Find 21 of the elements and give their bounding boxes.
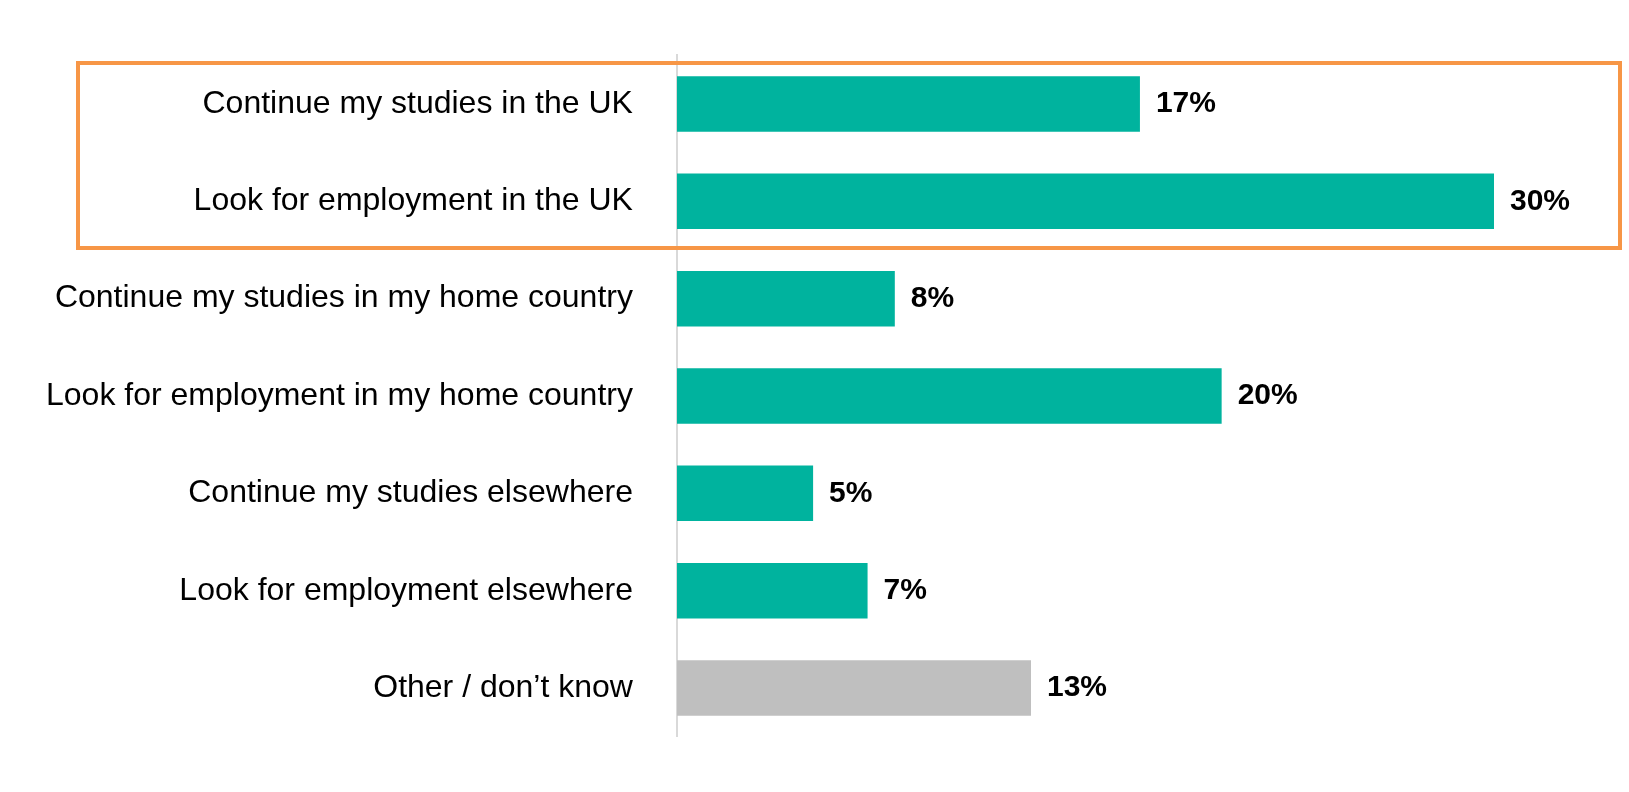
bar	[676, 173, 1494, 230]
y-tick-label: Continue my studies elsewhere	[188, 473, 633, 510]
bar	[676, 76, 1140, 132]
y-tick-label: Continue my studies in the UK	[202, 83, 633, 120]
data-label: 20%	[1237, 377, 1298, 411]
bar	[676, 270, 895, 327]
y-tick-label: Look for employment in the UK	[193, 181, 633, 218]
y-tick-label: Look for employment elsewhere	[179, 570, 633, 607]
y-tick-label: Other / don’t know	[373, 667, 634, 704]
data-label: 5%	[829, 474, 873, 508]
data-label: 8%	[910, 279, 955, 313]
y-tick-label: Look for employment in my home country	[46, 375, 633, 412]
bar	[676, 660, 1031, 716]
bar	[676, 465, 814, 522]
data-label: 17%	[1155, 85, 1216, 119]
data-label: 7%	[883, 572, 927, 606]
y-tick-label: Continue my studies in my home country	[54, 278, 633, 315]
bar	[676, 368, 1222, 424]
data-label: 30%	[1510, 182, 1571, 216]
data-label: 13%	[1046, 669, 1108, 703]
bar	[676, 562, 868, 619]
